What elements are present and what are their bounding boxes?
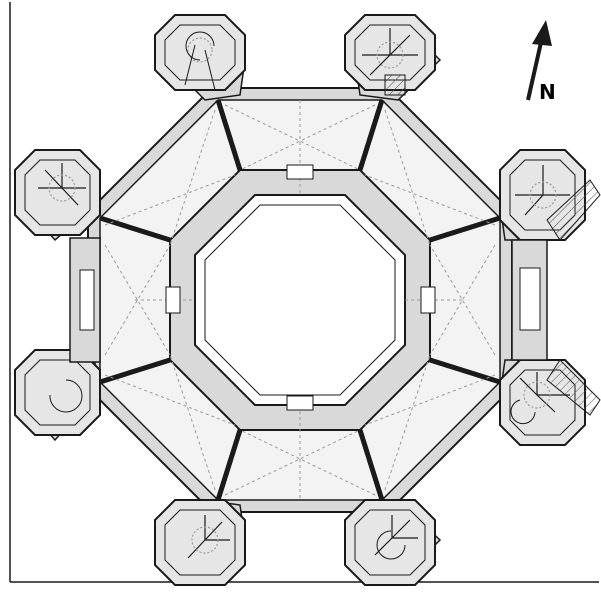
central-courtyard	[194, 194, 406, 406]
east-entrance	[511, 179, 601, 416]
west-entrance	[69, 237, 101, 363]
tower-south-east	[344, 499, 436, 586]
north-label: N	[539, 80, 556, 104]
tower-south-west	[154, 499, 246, 586]
tower-dotted-domes	[48, 37, 557, 554]
tower-west-north	[14, 149, 101, 236]
courtyard-doorways	[165, 164, 436, 411]
spiral-staircases	[49, 31, 536, 560]
tower-north-west	[154, 14, 246, 91]
ne-stair-block	[384, 74, 406, 96]
north-arrow-icon	[526, 20, 552, 101]
courtyard-inner-edge	[204, 204, 396, 396]
partition-walls	[99, 99, 501, 501]
page-border	[9, 2, 599, 583]
